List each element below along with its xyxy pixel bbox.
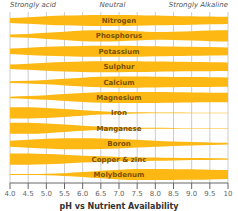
svg-text:6.0: 6.0 bbox=[77, 190, 88, 198]
svg-text:5.0: 5.0 bbox=[41, 190, 52, 198]
html-text:Strongly Alkaline: Strongly Alkaline bbox=[168, 1, 228, 9]
svg-text:Copper & zinc: Copper & zinc bbox=[92, 156, 147, 164]
svg-text:4.0: 4.0 bbox=[8, 190, 16, 198]
svg-text:Potassium: Potassium bbox=[98, 48, 139, 56]
svg-text:9.5: 9.5 bbox=[204, 190, 215, 198]
svg-text:Molybdenum: Molybdenum bbox=[94, 171, 145, 179]
svg-text:7.0: 7.0 bbox=[113, 190, 124, 198]
svg-text:7.5: 7.5 bbox=[132, 190, 143, 198]
svg-text:Sulphur: Sulphur bbox=[104, 63, 135, 71]
html-text:Strongly acid: Strongly acid bbox=[10, 1, 57, 9]
svg-text:4.5: 4.5 bbox=[23, 190, 34, 198]
svg-text:5.5: 5.5 bbox=[59, 190, 70, 198]
svg-text:Manganese: Manganese bbox=[96, 125, 141, 133]
svg-text:6.5: 6.5 bbox=[95, 190, 106, 198]
svg-text:Magnesium: Magnesium bbox=[96, 94, 141, 102]
svg-text:Boron: Boron bbox=[107, 140, 130, 148]
svg-text:Calcium: Calcium bbox=[103, 79, 134, 87]
svg-text:10: 10 bbox=[224, 190, 230, 198]
html-text:Neutral: Neutral bbox=[99, 1, 126, 9]
svg-text:Nitrogen: Nitrogen bbox=[102, 17, 137, 25]
svg-text:Phosphorus: Phosphorus bbox=[96, 32, 143, 40]
svg-text:9.0: 9.0 bbox=[186, 190, 197, 198]
svg-text:Iron: Iron bbox=[111, 109, 127, 117]
svg-text:pH vs Nutrient Availability: pH vs Nutrient Availability bbox=[60, 202, 180, 211]
svg-text:8.0: 8.0 bbox=[150, 190, 161, 198]
svg-text:8.5: 8.5 bbox=[168, 190, 179, 198]
